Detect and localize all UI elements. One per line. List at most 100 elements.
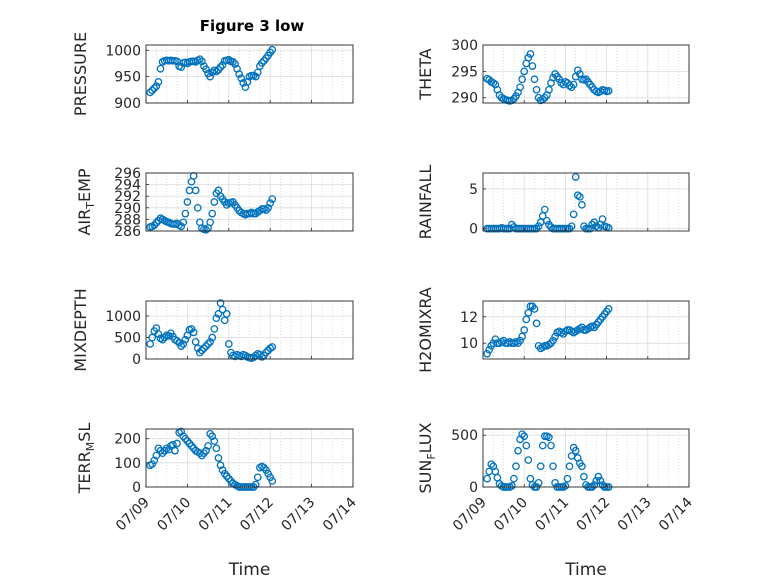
data-point	[573, 66, 582, 75]
subplot-2: 290 295 300 THETA	[416, 38, 690, 107]
data-point	[189, 328, 198, 337]
data-point	[191, 186, 200, 195]
data-point	[604, 87, 613, 95]
data-point	[512, 462, 520, 471]
data-point	[177, 427, 186, 436]
data-point	[206, 337, 215, 346]
data-point	[590, 481, 599, 489]
axes-box	[145, 428, 354, 488]
x-tick-label: 07/13	[615, 495, 655, 535]
y-tick-label: 500	[451, 428, 478, 444]
y-tick-label: 1000	[105, 309, 141, 325]
y-axis-label: PRESSURE	[71, 32, 90, 116]
y-tick-label: 0	[132, 352, 141, 368]
data-point	[571, 446, 580, 455]
x-tick-label: 07/13	[279, 495, 319, 535]
data-point	[152, 219, 161, 227]
data-point	[594, 472, 603, 481]
data-point	[264, 203, 272, 212]
data-point	[522, 315, 531, 324]
data-point	[534, 222, 543, 231]
data-point	[224, 340, 233, 348]
plot-area	[483, 301, 689, 359]
y-tick-label: 0	[469, 480, 478, 496]
y-tick-label: 286	[114, 224, 141, 240]
y-tick-label: 500	[114, 331, 141, 347]
y-tick-label: 950	[114, 70, 141, 86]
data-point	[567, 222, 576, 231]
y-tick-label: 0	[132, 480, 141, 496]
data-point	[540, 205, 549, 214]
data-point	[573, 191, 582, 200]
data-point	[222, 201, 231, 209]
data-point	[204, 442, 212, 450]
data-point	[268, 45, 277, 54]
data-point	[507, 482, 516, 490]
data-point	[534, 479, 543, 487]
data-point	[516, 336, 524, 345]
y-tick-label: 100	[114, 456, 141, 472]
data-point	[210, 325, 219, 333]
data-point	[258, 59, 266, 67]
data-point	[268, 477, 277, 485]
data-point	[578, 200, 586, 209]
y-tick-label: 1000	[105, 43, 141, 59]
data-point	[530, 75, 539, 84]
data-point	[268, 343, 277, 351]
data-point	[229, 58, 237, 66]
x-tick-label: 07/09	[113, 495, 153, 535]
data-point	[536, 462, 545, 471]
data-point	[592, 476, 601, 485]
axes-box	[482, 428, 690, 488]
data-point	[518, 75, 526, 84]
y-tick-label: 5	[469, 182, 478, 198]
y-axis-label: THETA	[416, 48, 435, 100]
data-point	[262, 348, 270, 357]
data-point	[571, 173, 580, 181]
y-axis-label: TERRMSL	[75, 423, 97, 495]
data-point	[555, 75, 564, 84]
data-point	[530, 305, 539, 313]
subplot-6: 10 12 H2OMIXRA	[416, 287, 690, 373]
data-point	[208, 333, 217, 342]
y-tick-label: 295	[451, 64, 478, 80]
data-point	[202, 225, 210, 234]
data-point	[224, 55, 233, 64]
data-point	[524, 53, 533, 62]
x-tick-label: 07/14	[320, 494, 360, 534]
y-tick-label: 290	[451, 91, 478, 107]
data-point	[206, 218, 215, 227]
data-point	[177, 342, 186, 350]
data-point	[179, 340, 188, 348]
data-point	[547, 441, 555, 450]
data-point	[208, 432, 217, 441]
data-point	[212, 444, 221, 453]
subplot-1: 900 950 1000 PRESSURE	[71, 32, 354, 116]
data-point	[202, 342, 210, 350]
y-axis-label: MIXDEPTH	[71, 288, 90, 371]
x-tick-label: 07/12	[237, 495, 277, 535]
data-point	[154, 78, 163, 86]
data-point	[512, 92, 520, 100]
subplot-5: 0 500 1000 MIXDEPTH	[71, 288, 354, 372]
data-point	[516, 83, 524, 92]
y-tick-label: 200	[114, 432, 141, 448]
data-point	[489, 79, 498, 87]
data-point	[198, 57, 206, 66]
data-point	[152, 82, 161, 90]
data-point	[575, 192, 584, 201]
y-axis-label: AIRTEMP	[75, 168, 97, 235]
data-point	[565, 81, 574, 90]
data-point	[171, 446, 179, 455]
y-tick-label: 292	[114, 189, 141, 205]
data-point	[251, 480, 260, 489]
data-point	[150, 84, 159, 93]
data-point	[212, 67, 221, 76]
x-tick-label: 07/12	[574, 495, 614, 535]
data-point	[146, 88, 154, 97]
data-point	[510, 474, 518, 483]
data-point	[561, 482, 570, 490]
data-point	[177, 222, 186, 231]
